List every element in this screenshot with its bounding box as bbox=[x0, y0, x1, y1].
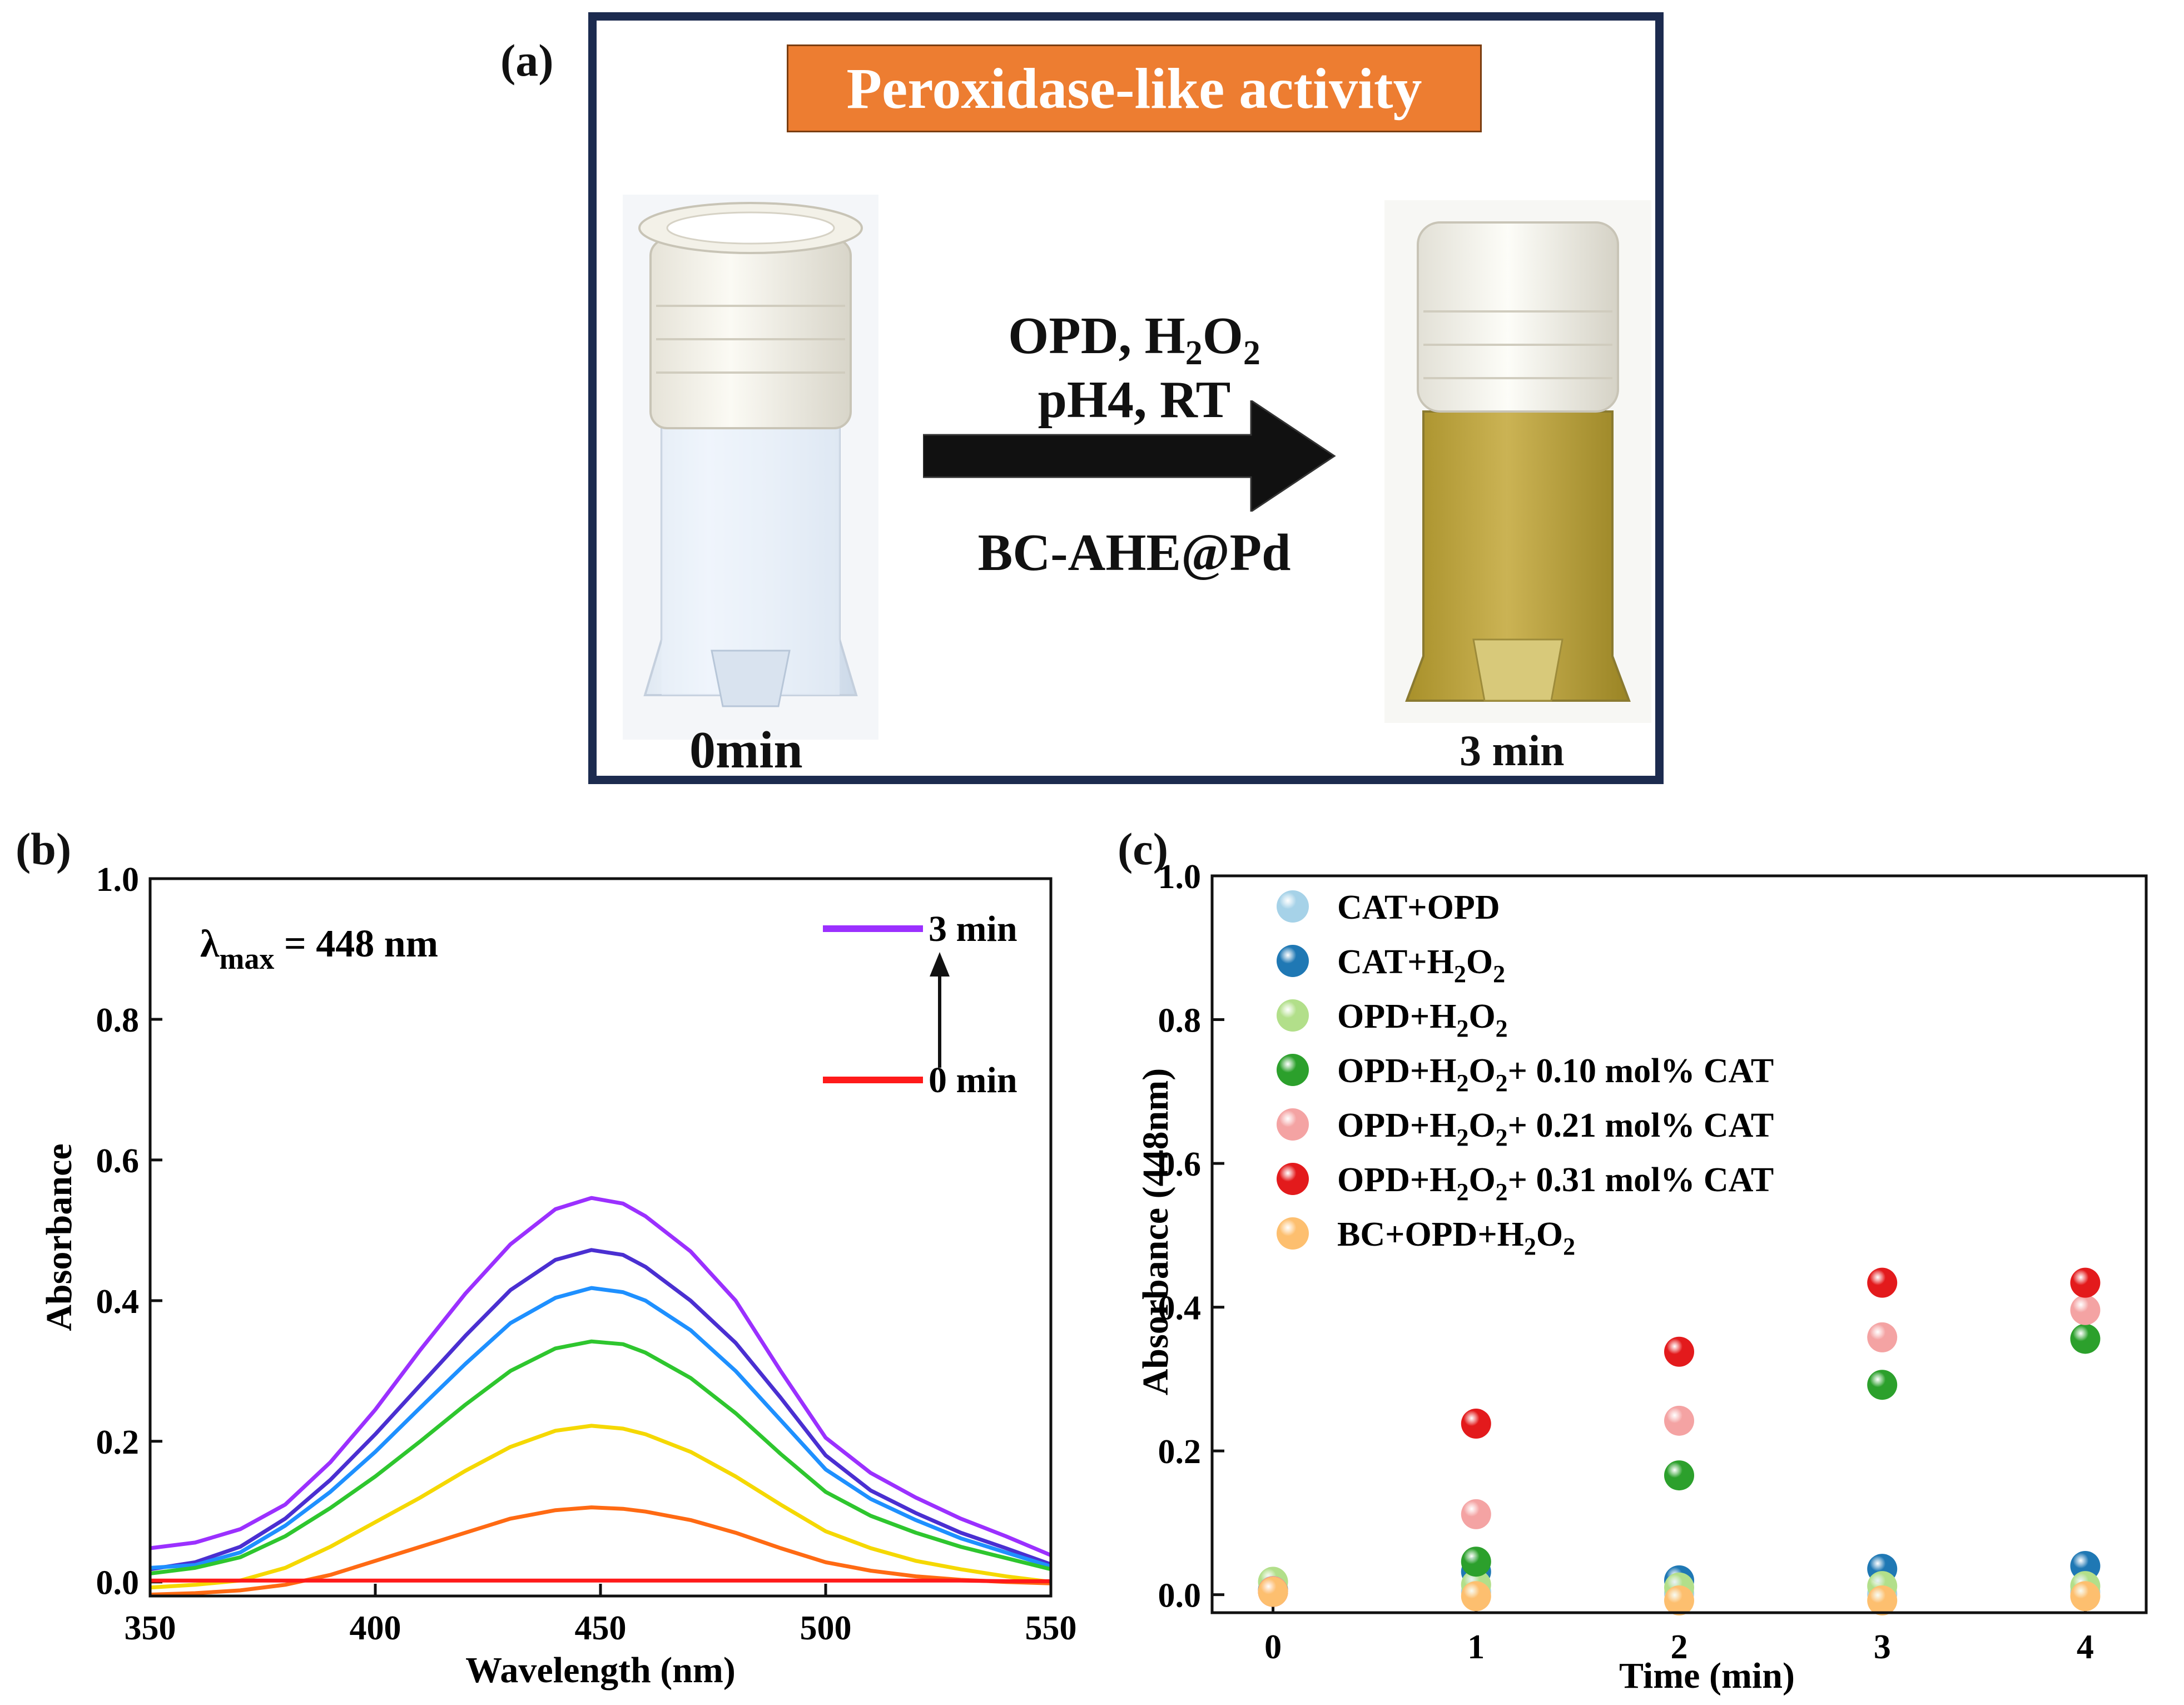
time-arrow-icon bbox=[930, 952, 950, 977]
lambda-value: = 448 nm bbox=[274, 923, 438, 965]
legend-label-0: CAT+OPD bbox=[1337, 889, 1500, 926]
data-point-series-6 bbox=[1664, 1585, 1694, 1616]
data-point-series-5 bbox=[1461, 1409, 1491, 1439]
panel-c-label: (c) bbox=[1118, 824, 1169, 874]
legend-3min-label: 3 min bbox=[929, 909, 1017, 949]
x-tick-label-c: 2 bbox=[1671, 1628, 1688, 1666]
y-tick-label-c: 0.4 bbox=[1158, 1290, 1202, 1327]
legend-label-3: OPD+H2O2+ 0.10 mol% CAT bbox=[1337, 1052, 1774, 1097]
data-point-series-6 bbox=[1867, 1585, 1898, 1616]
reaction-conditions-line2: pH4, RT bbox=[1038, 371, 1231, 429]
legend-label-2: OPD+H2O2 bbox=[1337, 998, 1508, 1042]
legend-label-5: OPD+H2O2+ 0.31 mol% CAT bbox=[1337, 1161, 1774, 1206]
panel-a-label: (a) bbox=[500, 35, 554, 86]
reaction-arrow-icon bbox=[923, 400, 1336, 512]
data-point-series-4 bbox=[2070, 1295, 2101, 1325]
conditions-sub1: 2 bbox=[1185, 334, 1203, 372]
x-axis-title-c: Time (min) bbox=[1619, 1656, 1795, 1696]
data-point-series-3 bbox=[2070, 1324, 2101, 1354]
plot-frame-b bbox=[148, 877, 1053, 1598]
x-tick-label-b: 500 bbox=[800, 1609, 852, 1647]
plot-frame-c bbox=[1210, 874, 2148, 1614]
vial-before-image bbox=[623, 195, 878, 740]
conditions-sub2: 2 bbox=[1243, 334, 1260, 372]
y-tick-label-b: 0.6 bbox=[96, 1142, 140, 1180]
y-axis-title-c: Absorbance (448nm) bbox=[1135, 1068, 1176, 1396]
lambda-symbol: λ bbox=[200, 923, 220, 965]
x-tick-label-b: 400 bbox=[350, 1609, 401, 1647]
y-tick-label-b: 0.4 bbox=[96, 1283, 140, 1321]
legend-label-6: BC+OPD+H2O2 bbox=[1337, 1216, 1575, 1260]
data-point-series-6 bbox=[2070, 1581, 2101, 1612]
data-point-series-6 bbox=[1461, 1581, 1491, 1612]
legend-marker-4 bbox=[1277, 1108, 1309, 1141]
time-label-after: 3 min bbox=[1460, 726, 1565, 775]
x-tick-label-c: 0 bbox=[1264, 1628, 1282, 1666]
conditions-prefix: OPD, H bbox=[1008, 307, 1185, 365]
y-tick-label-b: 0.0 bbox=[96, 1564, 140, 1602]
data-point-series-4 bbox=[1867, 1322, 1898, 1352]
x-axis-title-b: Wavelength (nm) bbox=[465, 1650, 736, 1691]
data-point-series-6 bbox=[1258, 1577, 1288, 1607]
panel-a-title: Peroxidase-like activity bbox=[787, 44, 1482, 132]
legend-0min-label: 0 min bbox=[929, 1060, 1017, 1101]
x-tick-label-b: 550 bbox=[1025, 1609, 1077, 1647]
y-tick-label-c: 0.6 bbox=[1158, 1146, 1202, 1183]
y-tick-label-c: 0.0 bbox=[1158, 1577, 1202, 1615]
legend-marker-3 bbox=[1277, 1054, 1309, 1086]
legend-marker-1 bbox=[1277, 945, 1309, 977]
data-point-series-3 bbox=[1867, 1370, 1898, 1400]
y-axis-title-b: Absorbance bbox=[39, 1143, 80, 1331]
catalyst-label: BC-AHE@Pd bbox=[977, 524, 1291, 582]
x-tick-label-b: 350 bbox=[125, 1609, 176, 1647]
legend-marker-0 bbox=[1277, 890, 1309, 923]
data-point-series-5 bbox=[1664, 1336, 1694, 1367]
data-point-series-3 bbox=[1461, 1547, 1491, 1577]
x-tick-label-c: 4 bbox=[2077, 1628, 2094, 1666]
spectrum-line-0 bbox=[150, 1196, 1052, 1557]
y-tick-label-b: 0.8 bbox=[96, 1002, 140, 1039]
data-point-series-3 bbox=[1664, 1460, 1694, 1491]
conditions-oxygen: O bbox=[1202, 307, 1243, 365]
legend-label-4: OPD+H2O2+ 0.21 mol% CAT bbox=[1337, 1107, 1774, 1151]
spectrum-line-1 bbox=[150, 1248, 1052, 1572]
panel-b-label: (b) bbox=[16, 824, 72, 874]
spectrum-line-6 bbox=[150, 1578, 1051, 1583]
data-point-series-4 bbox=[1461, 1499, 1491, 1529]
time-label-before: 0min bbox=[689, 721, 803, 779]
data-point-series-5 bbox=[2070, 1267, 2101, 1298]
legend-marker-6 bbox=[1277, 1217, 1309, 1250]
lambda-subscript: max bbox=[219, 942, 274, 975]
x-tick-label-c: 1 bbox=[1467, 1628, 1485, 1666]
legend-marker-5 bbox=[1277, 1163, 1309, 1195]
spectrum-line-4 bbox=[150, 1424, 1051, 1590]
y-tick-label-c: 0.8 bbox=[1158, 1002, 1202, 1040]
x-tick-label-c: 3 bbox=[1874, 1628, 1891, 1666]
legend-label-1: CAT+H2O2 bbox=[1337, 943, 1505, 988]
lambda-max-annotation: λmax = 448 nm bbox=[200, 923, 438, 975]
spectrum-line-3 bbox=[150, 1339, 1051, 1575]
spectrum-line-2 bbox=[150, 1286, 1052, 1570]
data-point-series-4 bbox=[1664, 1405, 1694, 1436]
vial-after-image bbox=[1384, 200, 1651, 723]
x-tick-label-b: 450 bbox=[575, 1609, 627, 1647]
absorbance-spectra-chart: 350 400 450 500 550 0.0 0.2 0.4 0.6 0.8 1.0 λmax =… bbox=[39, 861, 1077, 1691]
absorbance-time-chart: 0 1 2 3 4 0.0 0.2 0.4 0.6 0.8 1.0 CAT+OPD CAT+H2O2 O… bbox=[1135, 858, 2148, 1696]
y-tick-label-c: 1.0 bbox=[1158, 858, 1202, 896]
y-tick-label-c: 0.2 bbox=[1158, 1433, 1202, 1471]
reaction-conditions-line1: OPD, H2O2 bbox=[945, 306, 1323, 373]
panel-a-frame bbox=[588, 12, 1664, 784]
y-tick-label-b: 1.0 bbox=[96, 861, 140, 899]
legend-marker-2 bbox=[1277, 999, 1309, 1032]
y-tick-label-b: 0.2 bbox=[96, 1424, 140, 1461]
data-point-series-5 bbox=[1867, 1267, 1898, 1298]
